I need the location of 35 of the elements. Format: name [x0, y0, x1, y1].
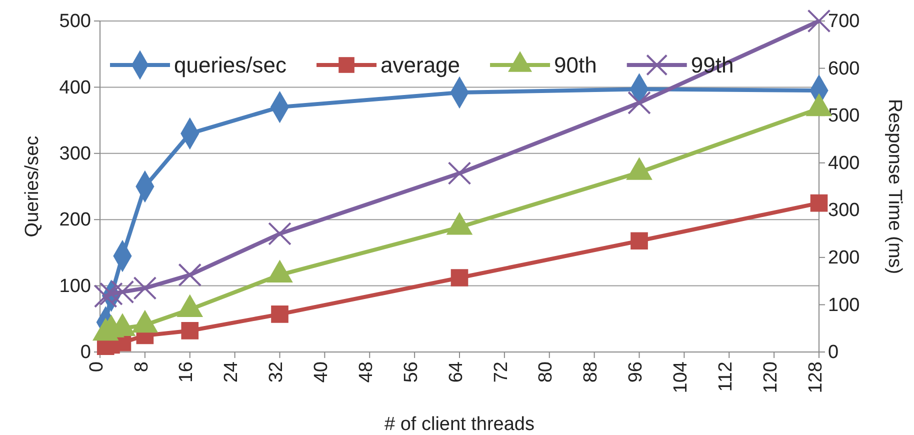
legend-label: average: [380, 52, 460, 78]
y2-tick-label: 500: [828, 106, 860, 127]
y-tick-label: 100: [59, 276, 91, 297]
x-tick-label: 104: [670, 361, 692, 394]
x-tick-label: 8: [131, 362, 152, 372]
y-tick-label: 500: [59, 11, 91, 32]
y2-tick-label: 100: [828, 294, 860, 316]
y2-tick-label: 700: [828, 11, 860, 32]
legend-label: queries/sec: [174, 52, 287, 78]
x-tick-label: 48: [356, 362, 377, 383]
y2-tick-label: 300: [828, 200, 860, 222]
x-tick-label: 128: [805, 362, 826, 394]
y-tick-label: 300: [59, 143, 91, 164]
y2-tick-label: 600: [828, 58, 860, 80]
x-tick-label: 40: [311, 362, 332, 383]
x-tick-label: 72: [490, 362, 512, 383]
y-axis-title: Queries/sec: [22, 136, 43, 238]
x-tick-label: 56: [400, 362, 422, 383]
x-tick-label: 0: [86, 362, 108, 372]
y-tick-label: 400: [59, 77, 91, 98]
y2-tick-label: 200: [828, 248, 860, 269]
x-tick-label: 24: [221, 361, 242, 383]
x-tick-label: 120: [760, 362, 782, 394]
x-axis-title: # of client threads: [384, 414, 534, 435]
y2-tick-label: 400: [828, 152, 860, 174]
x-tick-label: 64: [446, 361, 467, 383]
y2-axis-title: Response Time (ms): [884, 98, 905, 274]
legend-label: 90th: [554, 52, 597, 78]
x-tick-label: 96: [626, 362, 647, 383]
x-tick-label: 16: [176, 362, 198, 383]
x-tick-label: 88: [580, 362, 602, 383]
x-tick-label: 112: [715, 362, 736, 392]
x-tick-label: 80: [536, 362, 557, 383]
y-tick-label: 200: [59, 210, 91, 231]
x-tick-label: 32: [266, 362, 288, 383]
